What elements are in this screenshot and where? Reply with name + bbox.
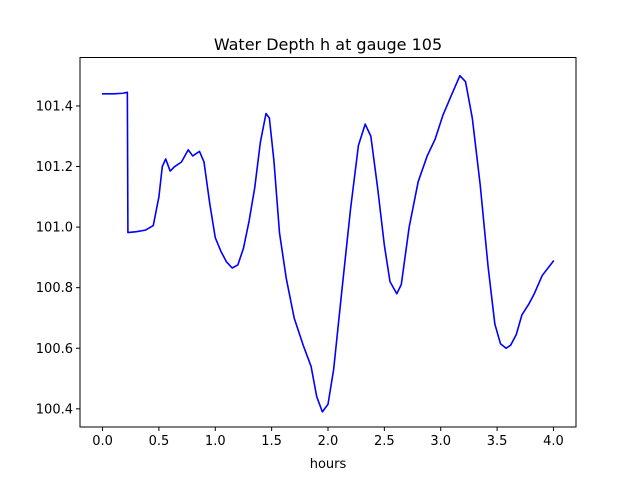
x-tick-label: 2.5 — [374, 434, 395, 449]
chart-title: Water Depth h at gauge 105 — [214, 35, 442, 54]
x-tick-label: 0.0 — [92, 434, 113, 449]
y-tick-label: 101.4 — [36, 99, 73, 114]
y-tick-label: 100.8 — [36, 281, 73, 296]
y-axis: 100.4 100.6 100.8 101.0 101.2 101.4 — [36, 99, 80, 417]
plot-frame — [79, 57, 577, 428]
y-tick-label: 100.4 — [36, 402, 73, 417]
y-tick-label: 101.0 — [36, 221, 73, 236]
x-tick-label: 4.0 — [543, 434, 564, 449]
y-tick-label: 101.2 — [36, 160, 73, 175]
x-tick-label: 0.5 — [149, 434, 170, 449]
x-tick-label: 3.5 — [487, 434, 508, 449]
series-layer — [101, 74, 555, 413]
x-tick-label: 1.0 — [205, 434, 226, 449]
x-tick-label: 3.0 — [430, 434, 451, 449]
series-line-0 — [101, 74, 555, 413]
y-tick-label: 100.6 — [36, 342, 73, 357]
x-axis: 0.0 0.5 1.0 1.5 2.0 2.5 3.0 3.5 4.0 — [92, 427, 564, 449]
x-axis-label: hours — [310, 457, 347, 472]
x-tick-label: 2.0 — [318, 434, 339, 449]
x-tick-label: 1.5 — [261, 434, 282, 449]
